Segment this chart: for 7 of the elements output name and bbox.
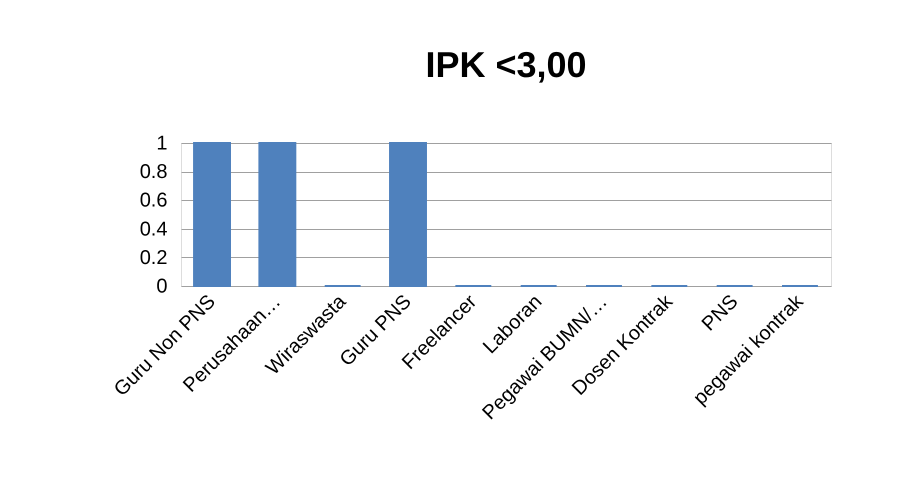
- y-tick-label: 0.6: [140, 190, 168, 212]
- y-tick-label: 1: [156, 132, 168, 154]
- y-tick-label: 0.2: [140, 246, 168, 269]
- y-tick-label: 0.8: [140, 161, 168, 184]
- chart-title: IPK <3,00: [425, 44, 587, 85]
- y-tick-label: 0: [156, 276, 168, 298]
- y-tick-label: 0.4: [140, 218, 168, 240]
